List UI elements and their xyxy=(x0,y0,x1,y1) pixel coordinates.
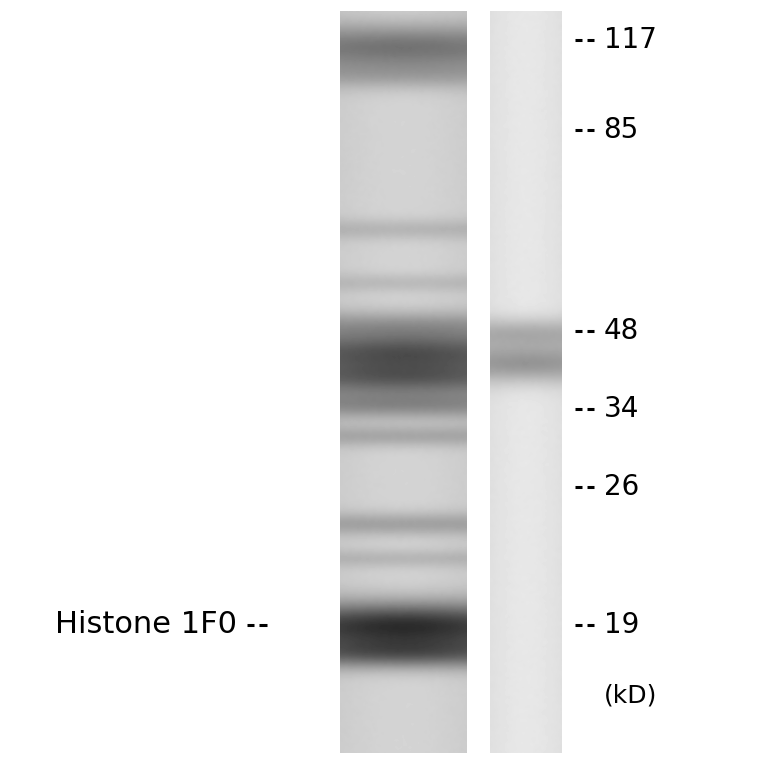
Text: 48: 48 xyxy=(604,317,639,345)
Text: Histone 1F0: Histone 1F0 xyxy=(55,610,237,639)
Text: 26: 26 xyxy=(604,474,639,501)
Text: 19: 19 xyxy=(604,611,639,639)
Text: (kD): (kD) xyxy=(604,683,657,707)
Text: 85: 85 xyxy=(604,116,639,144)
Text: 34: 34 xyxy=(604,395,639,422)
Text: 117: 117 xyxy=(604,27,656,54)
